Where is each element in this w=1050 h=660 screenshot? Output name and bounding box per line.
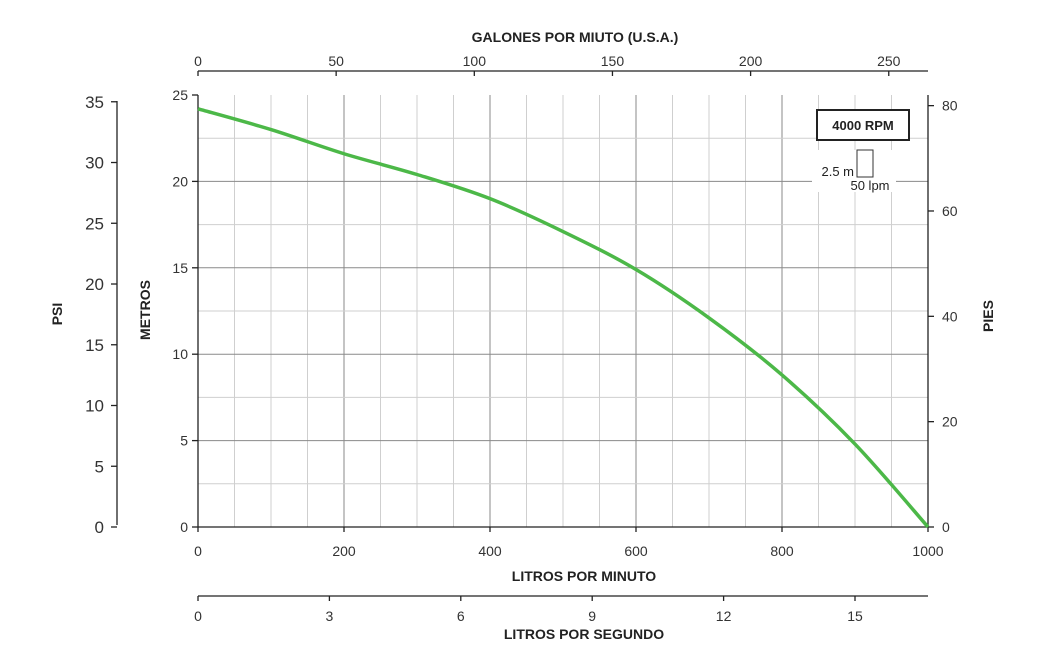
- left-outer-tick-label: 15: [85, 336, 104, 355]
- left-inner-tick-label: 10: [172, 346, 188, 362]
- scale-key-background: [812, 150, 896, 192]
- top-tick-label: 200: [739, 53, 763, 69]
- bottom-tick-label: 200: [332, 543, 356, 559]
- left-inner-tick-label: 5: [180, 433, 188, 449]
- left-inner-tick-label: 0: [180, 519, 188, 535]
- top-tick-label: 250: [877, 53, 901, 69]
- bottom-tick-label: 400: [478, 543, 502, 559]
- left-outer-tick-label: 0: [95, 518, 104, 537]
- rpm-legend: 4000 RPM: [816, 109, 910, 141]
- right-tick-label: 60: [942, 203, 958, 219]
- top-tick-label: 150: [601, 53, 625, 69]
- left-inner-axis-title: METROS: [137, 280, 153, 340]
- bottom-tick-label: 600: [624, 543, 648, 559]
- bottom-axis-title: LITROS POR MINUTO: [512, 568, 657, 584]
- top-tick-label: 0: [194, 53, 202, 69]
- left-outer-tick-label: 35: [85, 93, 104, 112]
- top-tick-label: 100: [463, 53, 487, 69]
- bottom-tick-label: 1000: [912, 543, 943, 559]
- top-tick-label: 50: [328, 53, 344, 69]
- right-tick-label: 40: [942, 308, 958, 324]
- series-layer: [197, 107, 930, 529]
- left-outer-axis-title: PSI: [49, 303, 65, 326]
- rpm-legend-box: [816, 109, 910, 141]
- left-outer-tick-label: 5: [95, 457, 104, 476]
- top-axis-title: GALONES POR MIUTO (U.S.A.): [472, 29, 679, 45]
- pump-curve-line: [197, 107, 930, 529]
- right-tick-label: 20: [942, 414, 958, 430]
- lower-tick-label: 12: [716, 608, 732, 624]
- right-tick-label: 80: [942, 98, 958, 114]
- right-tick-label: 0: [942, 519, 950, 535]
- left-outer-tick-label: 20: [85, 275, 104, 294]
- lower-axis-title: LITROS POR SEGUNDO: [504, 626, 664, 642]
- left-outer-tick-label: 25: [85, 214, 104, 233]
- rpm-legend-label: 4000 RPM: [832, 118, 893, 133]
- left-inner-tick-label: 15: [172, 260, 188, 276]
- left-inner-tick-label: 25: [172, 87, 188, 103]
- bottom-tick-label: 800: [770, 543, 794, 559]
- bottom-tick-label: 0: [194, 543, 202, 559]
- lower-tick-label: 6: [457, 608, 465, 624]
- scale-key-horizontal: 50 lpm: [850, 178, 889, 193]
- left-outer-tick-label: 10: [85, 397, 104, 416]
- lower-tick-label: 0: [194, 608, 202, 624]
- left-outer-tick-label: 30: [85, 154, 104, 173]
- lower-tick-label: 9: [588, 608, 596, 624]
- scale-key-vertical: 2.5 m: [821, 164, 854, 179]
- scale-key-cell: [856, 149, 874, 178]
- left-inner-tick-label: 20: [172, 173, 188, 189]
- lower-tick-label: 15: [847, 608, 863, 624]
- scale-key: 2.5 m 50 lpm: [812, 149, 896, 193]
- lower-tick-label: 3: [326, 608, 334, 624]
- axes: [111, 70, 934, 601]
- right-axis-title: PIES: [980, 300, 996, 332]
